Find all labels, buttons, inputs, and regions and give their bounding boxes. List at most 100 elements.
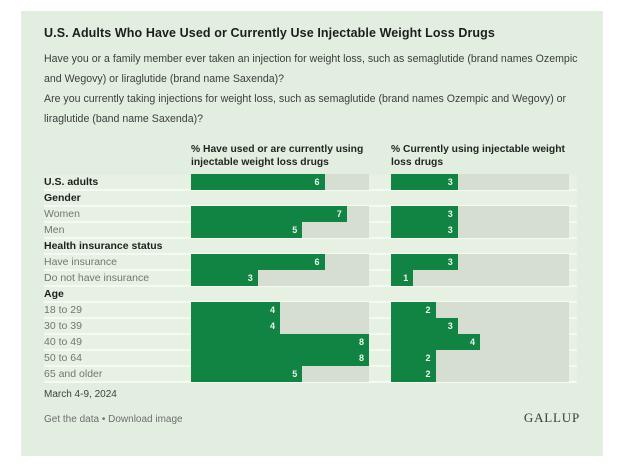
bar-value-label: 5 — [292, 225, 298, 235]
bar-value-label: 6 — [314, 257, 320, 267]
row-label: 40 to 49 — [44, 336, 82, 348]
bar: 3 — [391, 254, 458, 270]
bar-track: 2 — [391, 302, 569, 318]
chart-data-row: Have insurance 6 3 — [44, 254, 577, 271]
chart-data-row: U.S. adults 6 3 — [44, 174, 577, 191]
row-label: 30 to 39 — [44, 320, 82, 332]
bar: 6 — [191, 254, 325, 270]
bar-value-label: 8 — [358, 353, 364, 363]
bar-track: 8 — [191, 350, 369, 366]
download-image-link[interactable]: Download image — [108, 414, 183, 425]
bar-track: 5 — [191, 222, 369, 238]
bar: 5 — [191, 366, 303, 382]
row-label: Age — [44, 288, 64, 300]
bar-value-label: 3 — [447, 177, 453, 187]
bar: 3 — [391, 174, 458, 190]
row-label: Health insurance status — [44, 240, 163, 252]
bar-value-label: 4 — [269, 321, 275, 331]
footer-links: Get the data • Download image — [44, 414, 183, 425]
bar-value-label: 2 — [425, 305, 431, 315]
row-label: U.S. adults — [44, 176, 99, 188]
chart-data-row: Do not have insurance 3 1 — [44, 270, 577, 287]
bar-track: 7 — [191, 206, 369, 222]
chart-data-row: 30 to 39 4 3 — [44, 318, 577, 335]
bar: 7 — [191, 206, 347, 222]
survey-date: March 4-9, 2024 — [44, 389, 117, 400]
bar: 6 — [191, 174, 325, 190]
bar: 3 — [191, 270, 258, 286]
chart-rows: U.S. adults 6 3 Gender Women 7 3 Men 5 3 Health in… — [44, 174, 577, 383]
column-header-currently-using: % Currently using injectable weight loss… — [391, 144, 565, 168]
bar-value-label: 8 — [358, 337, 364, 347]
bar-value-label: 6 — [314, 177, 320, 187]
column-headers: % Have used or are currently using injec… — [44, 144, 580, 175]
bar-value-label: 3 — [447, 209, 453, 219]
bar: 2 — [391, 302, 436, 318]
bar-value-label: 3 — [447, 321, 453, 331]
bar-track: 2 — [391, 350, 569, 366]
bar: 2 — [391, 366, 436, 382]
bar-value-label: 7 — [336, 209, 342, 219]
bar-value-label: 1 — [403, 273, 409, 283]
bar-track: 4 — [191, 318, 369, 334]
bar-track: 4 — [391, 334, 569, 350]
row-label: Women — [44, 208, 80, 220]
bar: 5 — [191, 222, 303, 238]
link-separator: • — [101, 414, 106, 425]
bar: 3 — [391, 222, 458, 238]
row-label: Men — [44, 224, 65, 236]
column-header-used-or-currently: % Have used or are currently using injec… — [191, 144, 364, 168]
row-label: Have insurance — [44, 256, 117, 268]
bar: 2 — [391, 350, 436, 366]
survey-question-1: Have you or a family member ever taken a… — [44, 53, 578, 85]
bar-track: 6 — [191, 174, 369, 190]
bar: 4 — [191, 318, 280, 334]
footer: Get the data • Download image GALLUP — [44, 410, 580, 426]
bar-track: 3 — [391, 254, 569, 270]
bar-track: 2 — [391, 366, 569, 382]
row-label: 50 to 64 — [44, 352, 82, 364]
bar-track: 3 — [391, 206, 569, 222]
bar-value-label: 3 — [447, 225, 453, 235]
bar: 8 — [191, 334, 369, 350]
bar-value-label: 4 — [269, 305, 275, 315]
bar-track: 3 — [391, 318, 569, 334]
bar: 1 — [391, 270, 414, 286]
bar-track: 8 — [191, 334, 369, 350]
chart-group-row: Age — [44, 287, 577, 303]
bar-value-label: 3 — [447, 257, 453, 267]
bar: 4 — [391, 334, 480, 350]
chart-data-row: 40 to 49 8 4 — [44, 334, 577, 351]
column-header-spacer — [44, 144, 191, 169]
bar-track: 6 — [191, 254, 369, 270]
bar: 3 — [391, 206, 458, 222]
chart-card: U.S. Adults Who Have Used or Currently U… — [21, 11, 603, 456]
gallup-logo: GALLUP — [523, 410, 580, 425]
survey-question-2: Are you currently taking injections for … — [44, 93, 567, 125]
chart-data-row: 18 to 29 4 2 — [44, 302, 577, 319]
chart-data-row: 50 to 64 8 2 — [44, 350, 577, 367]
bar-value-label: 5 — [292, 369, 298, 379]
get-the-data-link[interactable]: Get the data — [44, 414, 100, 425]
bar: 4 — [191, 302, 280, 318]
row-label: Gender — [44, 192, 81, 204]
chart-data-row: Men 5 3 — [44, 222, 577, 239]
bar-value-label: 3 — [247, 273, 253, 283]
row-label: 65 and older — [44, 368, 103, 380]
bar-track: 1 — [391, 270, 569, 286]
chart-group-row: Gender — [44, 191, 577, 207]
bar-track: 5 — [191, 366, 369, 382]
chart-group-row: Health insurance status — [44, 239, 577, 255]
bar: 3 — [391, 318, 458, 334]
chart-data-row: 65 and older 5 2 — [44, 366, 577, 383]
bar-track: 3 — [191, 270, 369, 286]
bar-track: 3 — [391, 174, 569, 190]
row-label: 18 to 29 — [44, 304, 82, 316]
row-label: Do not have insurance — [44, 272, 150, 284]
bar-track: 3 — [391, 222, 569, 238]
bar-value-label: 4 — [469, 337, 475, 347]
chart-data-row: Women 7 3 — [44, 206, 577, 223]
bar: 8 — [191, 350, 369, 366]
bar-value-label: 2 — [425, 353, 431, 363]
chart-title: U.S. Adults Who Have Used or Currently U… — [44, 26, 495, 40]
